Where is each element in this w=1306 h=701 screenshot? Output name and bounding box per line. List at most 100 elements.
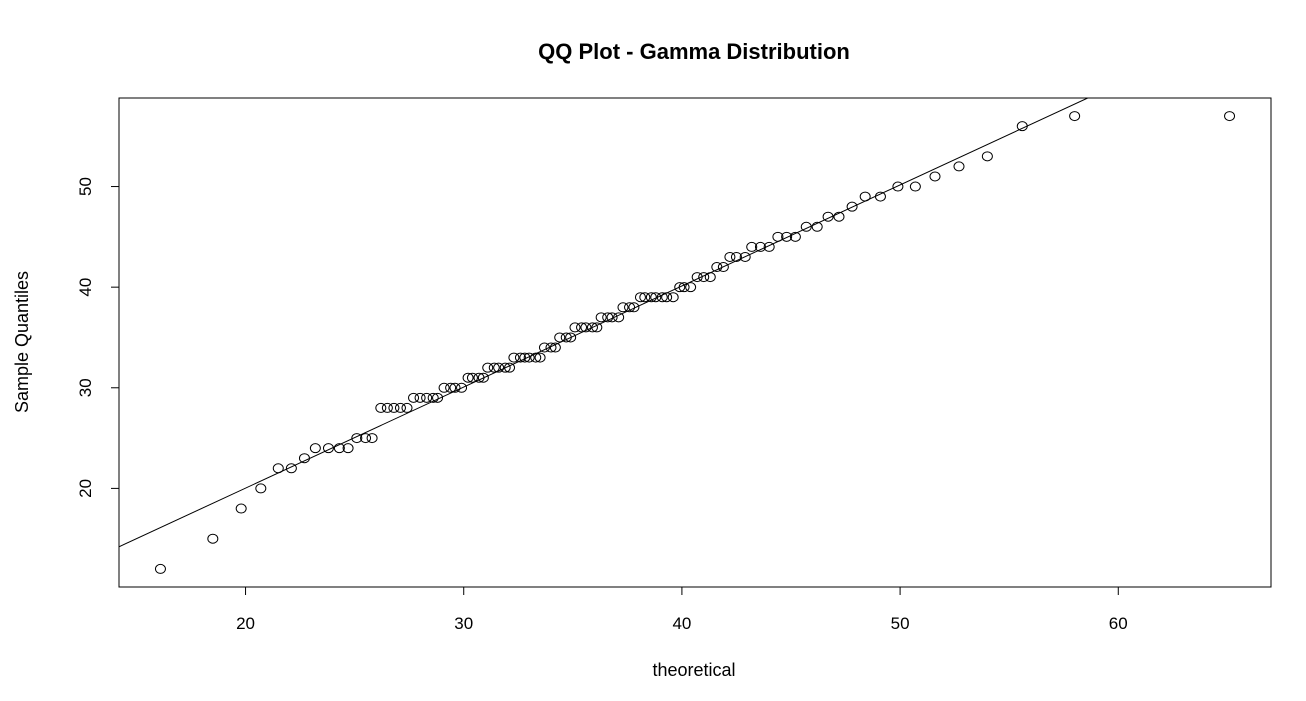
data-point	[789, 231, 801, 242]
data-point	[538, 342, 550, 353]
data-point	[235, 503, 247, 514]
data-point	[456, 382, 468, 393]
data-point	[333, 443, 345, 454]
data-point	[711, 262, 723, 273]
y-axis: 20 30 40 50	[76, 177, 120, 498]
data-point	[833, 211, 845, 222]
data-point	[772, 231, 784, 242]
data-point	[704, 272, 716, 283]
x-axis-label: theoretical	[652, 660, 735, 680]
x-tick-label: 60	[1109, 614, 1128, 633]
data-point	[560, 332, 572, 343]
data-point	[519, 352, 531, 363]
data-point	[449, 382, 461, 393]
data-point	[685, 282, 697, 293]
data-point	[678, 282, 690, 293]
x-axis: 20 30 40 50 60	[236, 586, 1128, 633]
data-point	[628, 302, 640, 313]
data-point	[534, 352, 546, 363]
data-point	[617, 302, 629, 313]
data-point	[565, 332, 577, 343]
data-point	[427, 392, 439, 403]
data-point	[322, 443, 334, 454]
data-point	[473, 372, 485, 383]
data-point	[746, 241, 758, 252]
data-point	[634, 292, 646, 303]
data-point	[477, 372, 489, 383]
data-point	[388, 402, 400, 413]
data-point	[874, 191, 886, 202]
data-point	[822, 211, 834, 222]
chart-title: QQ Plot - Gamma Distribution	[538, 39, 850, 64]
data-point	[730, 251, 742, 262]
data-point	[1069, 111, 1081, 122]
data-point	[981, 151, 993, 162]
data-point	[523, 352, 535, 363]
data-point	[255, 483, 267, 494]
data-point	[591, 322, 603, 333]
x-tick-label: 40	[672, 614, 691, 633]
data-point	[613, 312, 625, 323]
data-point	[438, 382, 450, 393]
data-point	[691, 272, 703, 283]
data-point	[763, 241, 775, 252]
data-point	[754, 241, 766, 252]
data-point	[892, 181, 904, 192]
data-point	[656, 292, 668, 303]
y-tick-label: 30	[76, 378, 95, 397]
x-tick-label: 50	[891, 614, 910, 633]
data-point	[624, 302, 636, 313]
data-point	[661, 292, 673, 303]
data-point	[953, 161, 965, 172]
data-point	[650, 292, 662, 303]
data-point	[381, 402, 393, 413]
data-point	[580, 322, 592, 333]
y-tick-label: 20	[76, 479, 95, 498]
data-point	[545, 342, 557, 353]
data-point	[207, 533, 219, 544]
data-point	[639, 292, 651, 303]
data-point	[272, 463, 284, 474]
data-point	[698, 272, 710, 283]
data-point	[1224, 111, 1236, 122]
data-point	[586, 322, 598, 333]
data-point	[414, 392, 426, 403]
data-point	[342, 443, 354, 454]
x-tick-label: 20	[236, 614, 255, 633]
data-point	[781, 231, 793, 242]
data-point	[466, 372, 478, 383]
data-point	[421, 392, 433, 403]
data-point	[674, 282, 686, 293]
data-point	[554, 332, 566, 343]
y-tick-label: 40	[76, 278, 95, 297]
data-point	[366, 433, 378, 444]
data-point	[493, 362, 505, 373]
y-tick-label: 50	[76, 177, 95, 196]
data-point	[351, 433, 363, 444]
data-point	[576, 322, 588, 333]
data-point	[569, 322, 581, 333]
data-point	[309, 443, 321, 454]
data-point	[462, 372, 474, 383]
y-axis-label: Sample Quantiles	[12, 271, 32, 413]
data-point	[488, 362, 500, 373]
data-point	[800, 221, 812, 232]
data-point	[602, 312, 614, 323]
data-point	[717, 262, 729, 273]
data-point	[298, 453, 310, 464]
data-point	[739, 251, 751, 262]
data-point	[724, 251, 736, 262]
data-point	[285, 463, 297, 474]
data-point	[375, 402, 387, 413]
data-point	[154, 563, 166, 574]
data-point	[549, 342, 561, 353]
data-point	[667, 292, 679, 303]
data-point	[846, 201, 858, 212]
data-point	[394, 402, 406, 413]
reference-line	[119, 98, 1088, 548]
data-point	[401, 402, 413, 413]
data-point	[504, 362, 516, 373]
data-point	[909, 181, 921, 192]
data-point	[859, 191, 871, 202]
